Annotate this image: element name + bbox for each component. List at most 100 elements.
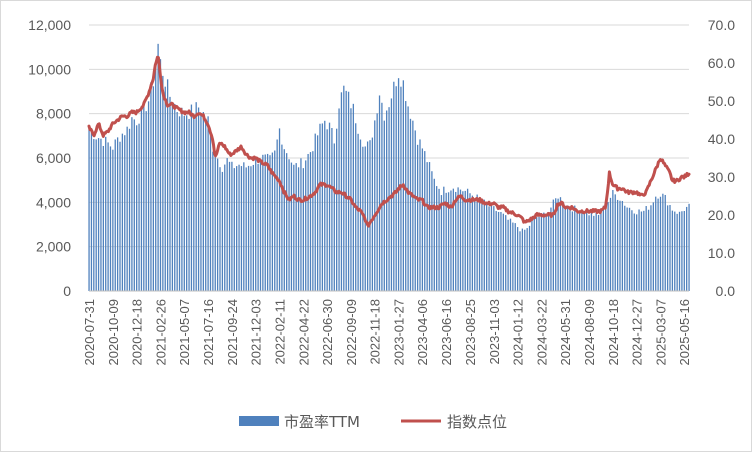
bar (431, 171, 433, 291)
x-tick-label: 2023-08-25 (463, 299, 478, 366)
bar (516, 227, 519, 291)
bar (602, 205, 604, 291)
bar (457, 187, 459, 291)
bar (493, 206, 495, 291)
bar (347, 91, 350, 292)
bar (407, 106, 409, 291)
bar (462, 191, 464, 291)
bar (321, 123, 324, 291)
bar (536, 217, 538, 291)
bar (545, 215, 547, 291)
bar (271, 152, 274, 291)
bar (664, 194, 666, 291)
bar (474, 199, 476, 291)
bar (193, 114, 195, 291)
bar (95, 139, 97, 291)
bar (486, 203, 488, 291)
x-tick-label: 2023-11-03 (487, 299, 502, 365)
bar (633, 213, 635, 291)
bar (578, 213, 581, 291)
y-left-tick-label: 0 (63, 283, 71, 299)
bar (369, 140, 371, 291)
bar (459, 189, 462, 291)
bar (266, 153, 269, 291)
bar (343, 85, 345, 291)
bar (97, 138, 100, 291)
bar (662, 193, 664, 291)
bar (90, 130, 93, 291)
bar (152, 86, 154, 291)
y-left-tick-label: 6,000 (36, 150, 71, 166)
bar (264, 154, 266, 291)
bar (195, 102, 197, 292)
bar (136, 125, 138, 291)
bar (678, 211, 681, 291)
bar (288, 159, 290, 291)
bar (231, 161, 233, 291)
y-right-tick-label: 20.0 (708, 207, 735, 223)
bar (338, 108, 340, 291)
bar (186, 115, 188, 291)
bar (433, 178, 435, 291)
bar (247, 165, 250, 291)
bar (214, 155, 216, 291)
y-right-tick-label: 60.0 (708, 55, 735, 71)
bar (533, 215, 535, 291)
bar (366, 141, 369, 291)
y-right-tick-label: 50.0 (708, 93, 735, 109)
x-tick-label: 2022-02-11 (273, 299, 288, 365)
bar (607, 202, 609, 291)
bar (124, 135, 126, 291)
bar (643, 210, 645, 291)
bar (676, 213, 678, 291)
y-left-tick-label: 2,000 (36, 239, 71, 255)
bar (614, 194, 616, 291)
legend-label-pe: 市盈率TTM (284, 413, 360, 431)
bar (471, 195, 474, 291)
bar (628, 207, 631, 291)
bar (93, 139, 95, 291)
bar (243, 162, 245, 291)
bar (590, 212, 593, 291)
bar (426, 162, 428, 291)
bar (197, 107, 200, 291)
bar (438, 188, 440, 291)
bar (131, 117, 133, 291)
legend-label-index: 指数点位 (447, 413, 507, 431)
bar (683, 210, 685, 291)
bar (397, 78, 400, 291)
bar (674, 211, 676, 291)
bar (686, 206, 688, 291)
bar (164, 86, 166, 291)
bar (428, 162, 431, 291)
y-right-tick-label: 70.0 (708, 17, 735, 33)
bar (638, 209, 640, 291)
bar (483, 199, 485, 291)
bar (583, 213, 585, 291)
bar (619, 200, 621, 291)
bar (245, 167, 247, 291)
bar (669, 205, 671, 291)
bar (326, 129, 328, 291)
bar (316, 135, 319, 291)
bar (357, 133, 359, 291)
bar (540, 213, 543, 291)
bar (147, 101, 150, 291)
x-tick-label: 2022-04-22 (296, 299, 311, 366)
bar (169, 96, 171, 291)
x-tick-label: 2024-03-22 (534, 299, 549, 366)
bar (636, 214, 638, 291)
x-tick-label: 2024-08-09 (582, 299, 597, 366)
bar (538, 216, 540, 291)
bar (526, 228, 528, 291)
bar (181, 107, 183, 291)
bar (359, 139, 362, 291)
bar (128, 128, 131, 291)
x-tick-label: 2024-05-31 (558, 299, 573, 366)
bar (236, 166, 238, 291)
bar (409, 118, 412, 291)
bar (162, 75, 164, 291)
bar (495, 211, 497, 291)
bar (259, 161, 262, 291)
bar (500, 212, 502, 291)
